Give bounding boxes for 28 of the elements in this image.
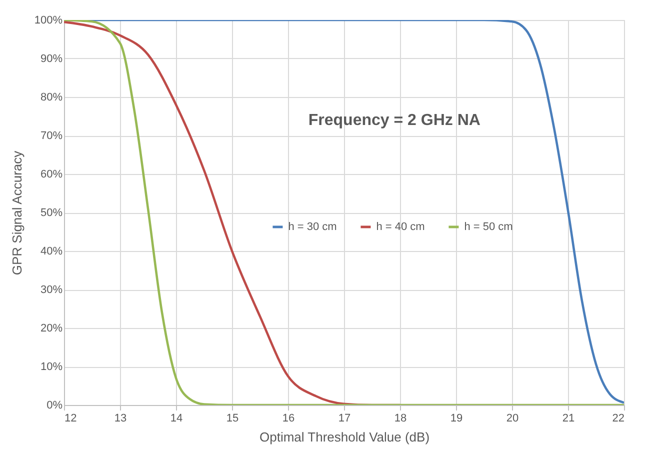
y-tick-label: 100% <box>34 14 63 26</box>
y-tick-label: 10% <box>40 361 63 373</box>
y-tick-label: 80% <box>40 92 63 104</box>
y-tick-label: 60% <box>40 168 63 180</box>
y-tick-label: 50% <box>40 207 63 219</box>
y-tick-label: 70% <box>40 130 63 142</box>
x-tick-label: 22 <box>612 412 624 424</box>
x-tick-label: 12 <box>64 412 77 424</box>
y-tick-label: 30% <box>40 284 63 296</box>
annotation: Frequency = 2 GHz NA <box>308 112 481 130</box>
x-axis-title: Optimal Threshold Value (dB) <box>259 430 430 444</box>
x-tick-label: 17 <box>338 412 351 424</box>
x-tick-label: 20 <box>506 412 519 424</box>
legend-label: h = 40 cm <box>376 220 425 233</box>
legend-label: h = 50 cm <box>464 220 513 233</box>
y-tick-label: 90% <box>40 53 63 65</box>
y-axis-title: GPR Signal Accuracy <box>9 150 24 276</box>
x-tick-label: 13 <box>114 412 127 424</box>
legend-label: h = 30 cm <box>288 220 337 233</box>
x-tick-label: 14 <box>170 412 183 424</box>
x-tick-label: 21 <box>562 412 575 424</box>
x-tick-label: 16 <box>282 412 295 424</box>
y-tick-label: 40% <box>40 246 63 258</box>
x-tick-label: 19 <box>450 412 463 424</box>
y-tick-label: 0% <box>46 400 63 412</box>
x-tick-label: 15 <box>226 412 239 424</box>
x-tick-label: 18 <box>394 412 407 424</box>
y-tick-label: 20% <box>40 322 63 334</box>
